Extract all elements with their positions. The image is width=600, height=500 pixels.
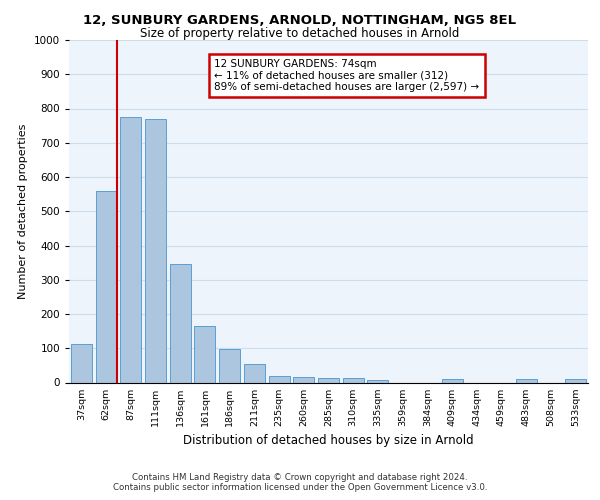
Bar: [145, 119, 166, 382]
X-axis label: Distribution of detached houses by size in Arnold: Distribution of detached houses by size …: [183, 434, 474, 447]
Text: 12 SUNBURY GARDENS: 74sqm
← 11% of detached houses are smaller (312)
89% of semi: 12 SUNBURY GARDENS: 74sqm ← 11% of detac…: [214, 59, 479, 92]
Bar: [343, 378, 364, 382]
Bar: [95, 190, 116, 382]
Bar: [565, 379, 586, 382]
Bar: [318, 378, 339, 382]
Bar: [244, 364, 265, 382]
Y-axis label: Number of detached properties: Number of detached properties: [18, 124, 28, 299]
Text: Size of property relative to detached houses in Arnold: Size of property relative to detached ho…: [140, 28, 460, 40]
Text: 12, SUNBURY GARDENS, ARNOLD, NOTTINGHAM, NG5 8EL: 12, SUNBURY GARDENS, ARNOLD, NOTTINGHAM,…: [83, 14, 517, 27]
Bar: [194, 326, 215, 382]
Bar: [367, 380, 388, 382]
Bar: [71, 344, 92, 383]
Bar: [170, 264, 191, 382]
Bar: [120, 117, 141, 382]
Bar: [269, 376, 290, 382]
Text: Contains HM Land Registry data © Crown copyright and database right 2024.
Contai: Contains HM Land Registry data © Crown c…: [113, 473, 487, 492]
Bar: [516, 379, 537, 382]
Bar: [219, 349, 240, 382]
Bar: [293, 378, 314, 382]
Bar: [442, 379, 463, 382]
